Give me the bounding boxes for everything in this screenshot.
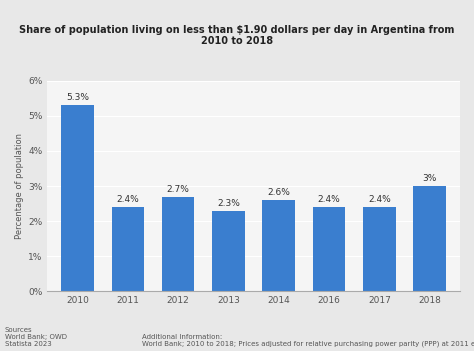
Bar [263, 200, 295, 291]
Text: 2.7%: 2.7% [167, 185, 190, 194]
Bar [61, 105, 94, 291]
Text: 2.4%: 2.4% [318, 195, 340, 204]
Text: 2.6%: 2.6% [267, 188, 290, 197]
Bar [313, 207, 346, 291]
Bar [413, 186, 446, 291]
Text: Additional Information:
World Bank; 2010 to 2018; Prices adjusted for relative p: Additional Information: World Bank; 2010… [142, 334, 474, 347]
Text: Share of population living on less than $1.90 dollars per day in Argentina from
: Share of population living on less than … [19, 25, 455, 46]
Text: Sources
World Bank; OWD
Statista 2023: Sources World Bank; OWD Statista 2023 [5, 327, 67, 347]
Bar [111, 207, 144, 291]
Text: 2.3%: 2.3% [217, 199, 240, 208]
Bar [162, 197, 194, 291]
Text: 2.4%: 2.4% [117, 195, 139, 204]
Text: 5.3%: 5.3% [66, 93, 89, 102]
Y-axis label: Percentage of population: Percentage of population [15, 133, 24, 239]
Bar [212, 211, 245, 291]
Text: 2.4%: 2.4% [368, 195, 391, 204]
Bar [363, 207, 396, 291]
Text: 3%: 3% [422, 174, 437, 183]
